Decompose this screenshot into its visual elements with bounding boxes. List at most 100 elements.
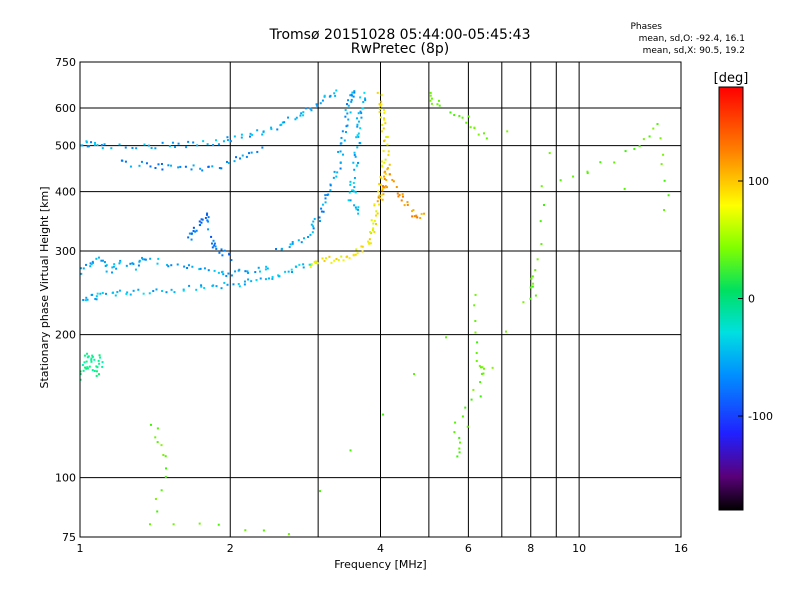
data-point — [382, 150, 385, 153]
data-point — [474, 293, 477, 296]
data-point — [221, 254, 224, 257]
data-point — [119, 260, 122, 263]
data-point — [356, 146, 359, 149]
data-point — [300, 241, 303, 244]
data-point — [238, 285, 241, 288]
data-point — [198, 268, 201, 271]
data-point — [142, 292, 145, 295]
data-point — [356, 123, 359, 126]
data-point — [235, 156, 238, 159]
data-point — [171, 141, 174, 144]
data-point — [103, 143, 106, 146]
data-point — [264, 268, 267, 271]
data-point — [179, 165, 182, 168]
data-point — [264, 278, 267, 281]
data-point — [476, 341, 479, 344]
data-point — [90, 357, 93, 360]
data-point — [329, 94, 332, 97]
data-point — [324, 201, 327, 204]
data-point — [227, 272, 230, 275]
data-point — [226, 136, 229, 139]
data-point — [316, 104, 319, 107]
data-point — [364, 97, 367, 100]
data-point — [385, 179, 388, 182]
data-point — [105, 292, 108, 295]
data-point — [233, 160, 236, 163]
data-point — [230, 259, 233, 262]
plot-frame — [79, 61, 682, 538]
colorbar-label: [deg] — [714, 71, 749, 86]
data-point — [97, 256, 100, 259]
data-point — [141, 256, 144, 259]
data-point — [381, 185, 384, 188]
data-point — [96, 143, 99, 146]
data-point — [373, 203, 376, 206]
data-point — [396, 192, 399, 195]
data-point — [143, 143, 146, 146]
data-point — [165, 467, 168, 470]
data-point — [85, 296, 88, 299]
data-point — [378, 194, 381, 197]
data-point — [379, 175, 382, 178]
data-point — [246, 270, 249, 273]
data-point — [505, 330, 508, 333]
data-point — [475, 359, 478, 362]
data-point — [262, 529, 265, 532]
data-point — [162, 454, 165, 457]
data-point — [333, 259, 336, 262]
data-point — [347, 118, 350, 121]
data-point — [539, 220, 542, 223]
data-point — [458, 114, 461, 117]
data-point — [347, 104, 350, 107]
data-point — [656, 123, 659, 126]
colorbar-ticks: -100 0 100 — [718, 86, 773, 511]
data-point — [86, 298, 89, 301]
data-point — [95, 257, 98, 260]
data-point — [387, 167, 390, 170]
data-point — [265, 265, 268, 268]
data-point — [160, 444, 163, 447]
grid-lines — [80, 62, 681, 537]
x-tick-label: 1 — [77, 542, 84, 555]
data-point — [660, 163, 663, 166]
data-point — [430, 97, 433, 100]
data-point — [353, 176, 356, 179]
data-point — [429, 91, 432, 94]
data-point — [226, 283, 229, 286]
data-point — [403, 204, 406, 207]
data-point — [459, 441, 462, 444]
data-point — [395, 186, 398, 189]
data-point — [101, 365, 104, 368]
data-point — [186, 266, 189, 269]
data-point — [353, 90, 356, 93]
data-point — [378, 110, 381, 113]
data-point — [353, 204, 356, 207]
data-point — [355, 208, 358, 211]
data-point — [559, 179, 562, 182]
data-point — [210, 242, 213, 245]
data-point — [134, 268, 137, 271]
data-point — [343, 139, 346, 142]
data-point — [406, 201, 409, 204]
data-point — [482, 372, 485, 375]
data-point — [129, 262, 132, 265]
data-point — [383, 112, 386, 115]
data-point — [101, 259, 104, 262]
data-point — [401, 195, 404, 198]
data-point — [430, 102, 433, 105]
data-point — [95, 370, 98, 373]
data-point — [300, 112, 303, 115]
data-point — [176, 263, 179, 266]
data-point — [381, 187, 384, 190]
data-point — [138, 259, 141, 262]
data-point — [91, 369, 94, 372]
data-point — [149, 423, 152, 426]
data-point — [354, 253, 357, 256]
data-point — [311, 231, 314, 234]
data-point — [398, 194, 401, 197]
data-point — [376, 200, 379, 203]
data-point — [321, 257, 324, 260]
data-point — [86, 367, 89, 370]
data-point — [83, 354, 86, 357]
data-point — [247, 271, 250, 274]
